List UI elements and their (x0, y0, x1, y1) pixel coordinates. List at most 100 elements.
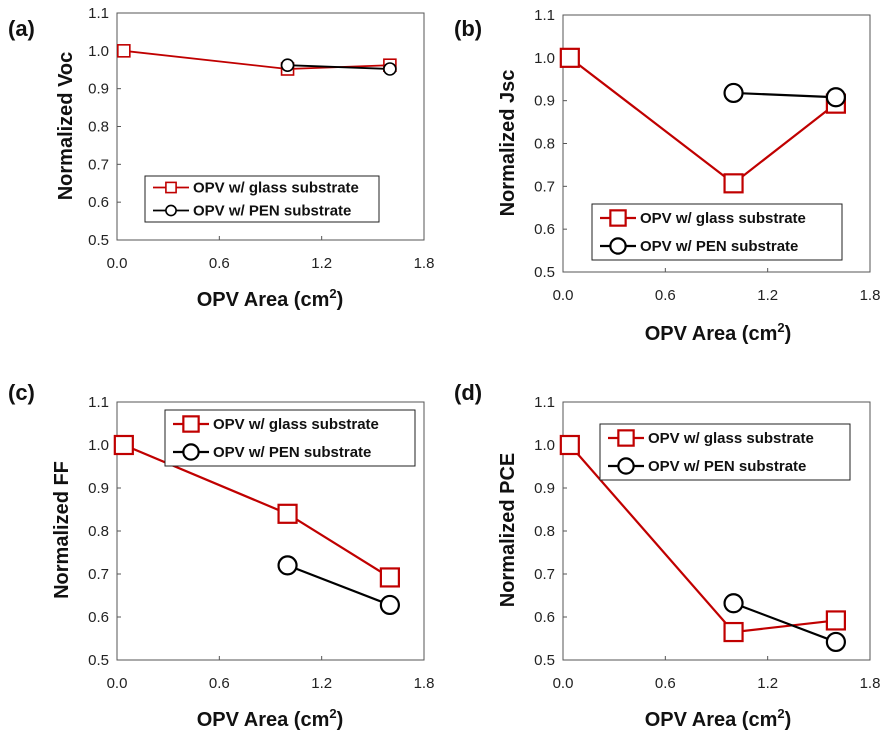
data-point-glass (117, 44, 131, 58)
legend-label-glass: OPV w/ glass substrate (213, 416, 379, 433)
legend-label-pen: OPV w/ PEN substrate (640, 238, 798, 255)
data-point-glass (825, 610, 846, 631)
x-tick-label: 0.6 (209, 675, 230, 692)
y-tick-label: 0.7 (534, 566, 555, 583)
y-tick-label: 1.0 (88, 43, 109, 60)
y-tick-label: 0.6 (534, 221, 555, 238)
panel-label: (b) (454, 16, 482, 41)
legend-marker-pen (182, 443, 200, 461)
series-line-glass (123, 49, 390, 70)
x-axis-title-main: OPV Area (cm (197, 289, 330, 311)
y-tick-label: 0.8 (88, 119, 109, 136)
data-point-glass (559, 434, 580, 456)
data-point-pen (723, 593, 744, 614)
panel-label: (a) (8, 16, 35, 41)
y-tick-label: 1.0 (534, 50, 555, 67)
legend-label-pen: OPV w/ PEN substrate (213, 444, 371, 461)
legend-marker-pen (617, 457, 635, 475)
y-tick-label: 0.5 (534, 652, 555, 669)
y-axis-title: Normalized Voc (55, 52, 77, 201)
x-tick-label: 0.0 (107, 675, 128, 692)
data-point-pen (277, 555, 298, 576)
x-axis-title-sup: 2 (329, 706, 336, 721)
y-tick-label: 0.8 (88, 523, 109, 540)
panel-label: (d) (454, 380, 482, 405)
y-tick-label: 0.7 (88, 566, 109, 583)
data-point-pen (723, 82, 744, 104)
y-tick-label: 0.8 (534, 523, 555, 540)
x-tick-label: 1.8 (860, 287, 881, 304)
y-tick-label: 0.5 (88, 232, 109, 249)
y-tick-label: 0.6 (88, 609, 109, 626)
y-axis-title: Normalized FF (51, 461, 73, 599)
x-tick-label: 1.2 (311, 255, 332, 272)
y-tick-label: 0.7 (534, 178, 555, 195)
legend-label-glass: OPV w/ glass substrate (648, 430, 814, 447)
x-tick-label: 1.8 (414, 675, 435, 692)
x-axis-title-close: ) (337, 289, 344, 311)
x-tick-label: 0.0 (553, 675, 574, 692)
x-axis-title-main: OPV Area (cm (645, 323, 778, 345)
data-point-glass (723, 621, 744, 643)
panel-d: 0.5 0.6 0.7 0.8 0.9 1.0 1.1 0.0 0.6 1.2 1.8 (d) Norm… (454, 380, 880, 731)
y-tick-label: 0.9 (534, 93, 555, 110)
legend-label-pen: OPV w/ PEN substrate (193, 203, 351, 220)
y-tick-label: 0.9 (88, 81, 109, 98)
x-axis-title-sup: 2 (777, 320, 784, 335)
legend-box (164, 409, 416, 467)
series-line-pen (287, 64, 390, 70)
y-tick-label: 1.0 (534, 437, 555, 454)
x-axis-title-close: ) (337, 709, 344, 731)
x-axis-title-sup: 2 (777, 706, 784, 721)
series-line-pen (733, 602, 837, 643)
x-tick-label: 1.8 (860, 675, 881, 692)
legend-label-glass: OPV w/ glass substrate (193, 180, 359, 197)
y-tick-label: 0.9 (534, 480, 555, 497)
legend: OPV w/ glass substrate OPV w/ PEN substra… (144, 175, 380, 223)
x-tick-label: 1.2 (757, 287, 778, 304)
data-point-pen (379, 594, 400, 616)
y-tick-label: 0.6 (534, 609, 555, 626)
panel-a: 0.5 0.6 0.7 0.8 0.9 1.0 1.1 0.0 0.6 1.2 1.8 (a) Norm… (8, 5, 434, 311)
x-tick-label: 0.0 (553, 287, 574, 304)
data-point-glass (559, 47, 580, 68)
legend-box (599, 423, 851, 481)
x-axis-title-close: ) (785, 323, 792, 345)
y-tick-label: 0.9 (88, 480, 109, 497)
legend: OPV w/ glass substrate OPV w/ PEN substra… (164, 409, 416, 467)
legend-marker-pen (165, 204, 177, 217)
y-axis-title: Normalized PCE (497, 453, 519, 607)
x-tick-label: 0.6 (655, 675, 676, 692)
x-axis-title-main: OPV Area (cm (197, 709, 330, 731)
y-tick-label: 0.7 (88, 156, 109, 173)
y-tick-label: 1.1 (88, 394, 109, 411)
data-point-pen (383, 62, 397, 76)
legend-marker-glass (617, 429, 635, 447)
legend-marker-pen (609, 237, 627, 255)
legend-marker-glass (182, 415, 200, 433)
x-tick-label: 0.0 (107, 255, 128, 272)
y-tick-label: 1.1 (88, 5, 109, 22)
series-line-pen (733, 91, 836, 99)
y-tick-label: 0.6 (88, 194, 109, 211)
series-line-pen (287, 564, 391, 606)
data-point-glass (723, 173, 744, 194)
x-tick-label: 0.6 (209, 255, 230, 272)
x-tick-label: 1.2 (757, 675, 778, 692)
x-axis-title: OPV Area (cm2) (197, 706, 344, 731)
x-axis-title: OPV Area (cm2) (645, 706, 792, 731)
data-point-glass (379, 567, 400, 588)
x-axis-title-close: ) (785, 709, 792, 731)
legend-box (591, 203, 843, 261)
panel-label: (c) (8, 380, 35, 405)
y-tick-label: 0.8 (534, 136, 555, 153)
data-point-pen (825, 87, 846, 108)
x-tick-label: 1.2 (311, 675, 332, 692)
series-line-glass (569, 56, 837, 185)
y-tick-label: 1.1 (534, 394, 555, 411)
x-tick-label: 1.8 (414, 255, 435, 272)
legend: OPV w/ glass substrate OPV w/ PEN substra… (591, 203, 843, 261)
panel-b: 0.5 0.6 0.7 0.8 0.9 1.0 1.1 0.0 0.6 1.2 1.8 (b) Norm… (454, 7, 880, 345)
